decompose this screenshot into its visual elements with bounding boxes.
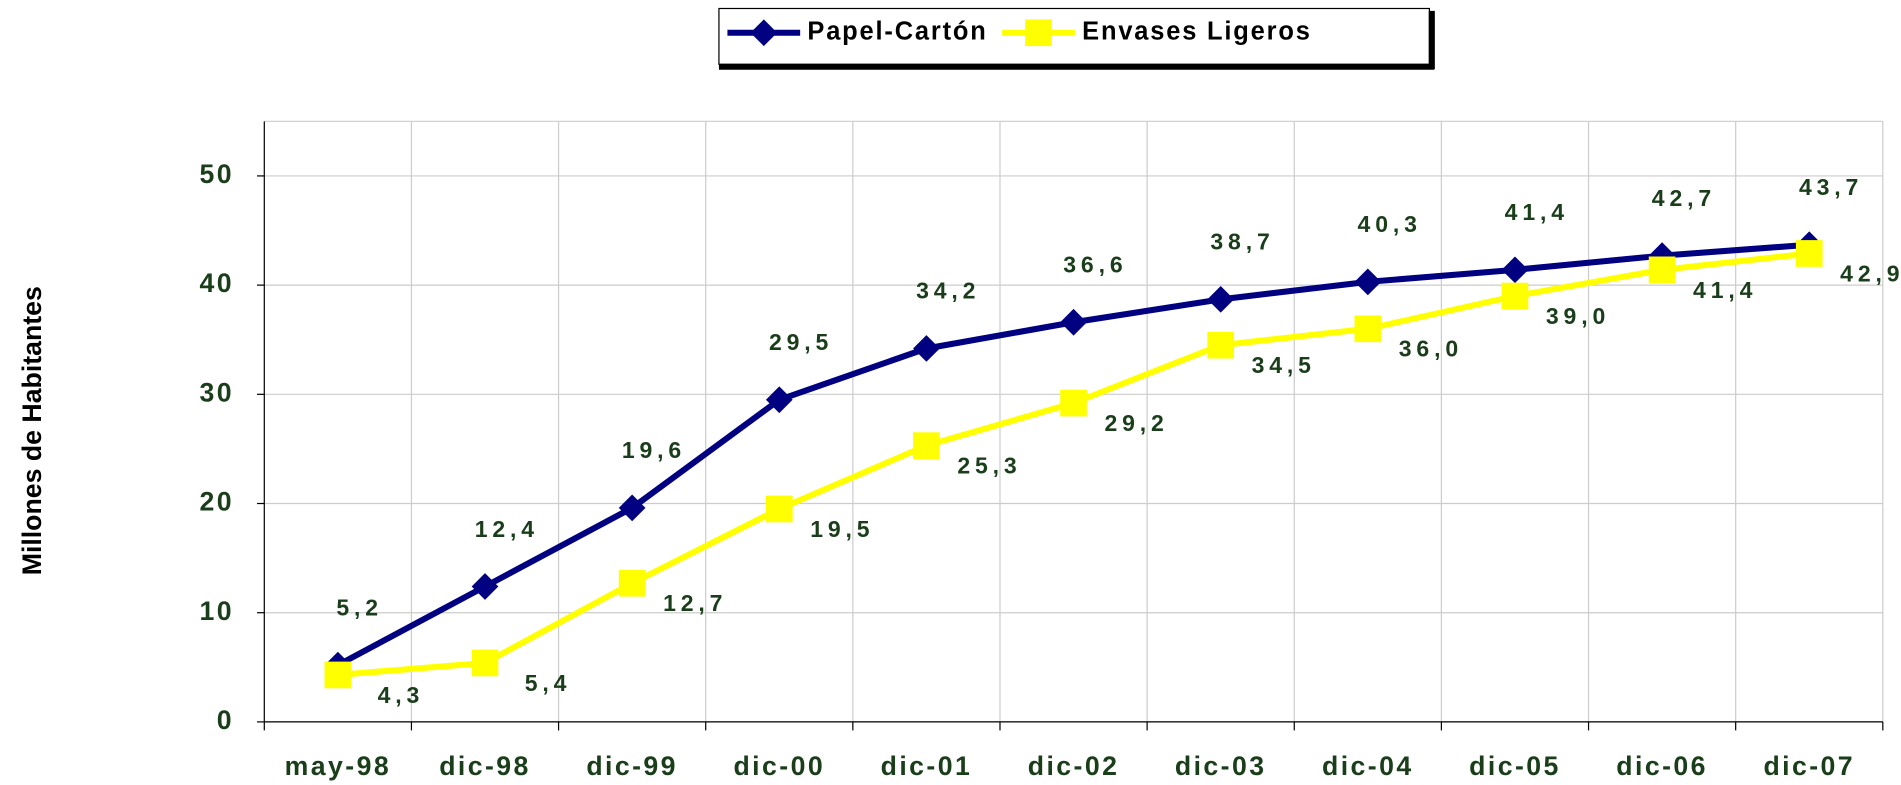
y-tick-label: 30 [199,377,234,407]
legend-box [718,7,1430,65]
y-axis-label: Millones de Habitantes [17,286,47,575]
legend-label: Envases Ligeros [1082,17,1312,45]
value-label: 34,5 [1252,352,1316,378]
value-label: 36,0 [1399,336,1463,362]
point-marker [913,432,940,459]
value-label: 34,2 [916,278,980,304]
value-label: 43,7 [1799,174,1863,200]
point-marker [765,495,793,523]
y-tick-label: 10 [199,596,234,626]
y-tick-label: 20 [199,487,234,517]
point-marker [1795,240,1823,267]
x-tick-label: dic-04 [1322,751,1414,781]
x-tick-label: dic-01 [881,751,973,781]
point-marker [324,661,352,689]
y-tick-label: 50 [199,159,234,189]
x-tick-label: dic-02 [1028,751,1120,781]
point-marker [618,494,646,522]
point-marker [1060,389,1087,417]
point-marker [1207,331,1235,359]
value-label: 36,6 [1063,252,1127,278]
point-marker [913,335,940,362]
point-marker [1501,282,1529,310]
value-label: 25,3 [957,453,1021,479]
x-tick-label: dic-00 [733,751,825,781]
point-marker [471,649,499,677]
x-tick-label: dic-06 [1616,751,1708,781]
x-tick-label: dic-99 [586,751,678,781]
x-tick-label: dic-03 [1175,751,1267,781]
point-marker [1207,285,1235,313]
y-tick-label: 40 [199,268,234,298]
point-marker [1354,268,1382,296]
value-label: 42,9 [1840,260,1901,286]
value-label: 19,6 [622,437,686,463]
value-label: 29,2 [1104,410,1168,436]
point-marker [1648,256,1676,284]
value-label: 12,4 [475,516,539,542]
value-label: 42,7 [1652,185,1716,211]
x-tick-label: may-98 [285,751,391,781]
y-tick-label: 0 [217,705,234,735]
value-label: 19,5 [810,516,874,542]
value-label: 5,4 [525,670,572,696]
value-label: 39,0 [1546,303,1610,329]
x-tick-label: dic-05 [1469,751,1561,781]
value-label: 12,7 [663,590,727,616]
value-label: 40,3 [1358,211,1422,237]
value-label: 38,7 [1210,229,1274,255]
x-tick-label: dic-07 [1763,751,1855,781]
value-label: 41,4 [1505,199,1569,225]
legend-marker [750,19,778,47]
legend-label: Papel-Cartón [807,17,987,45]
value-label: 41,4 [1693,277,1757,303]
point-marker [1060,308,1087,336]
point-marker [471,573,499,600]
x-tick-label: dic-98 [439,751,531,781]
legend-marker [1025,19,1052,47]
value-label: 29,5 [769,329,833,355]
point-marker [1501,256,1529,284]
point-marker [618,569,646,597]
point-marker [1354,315,1382,343]
value-label: 4,3 [378,682,425,708]
value-label: 5,2 [336,594,383,620]
